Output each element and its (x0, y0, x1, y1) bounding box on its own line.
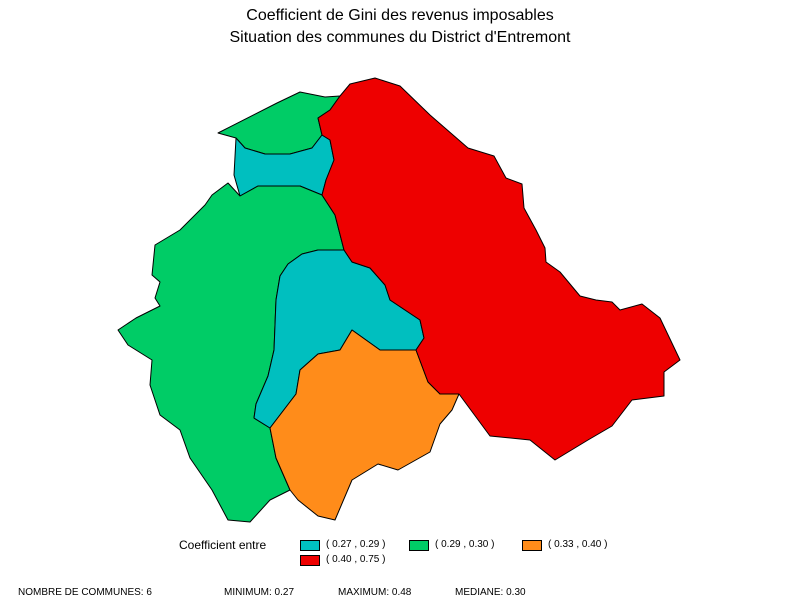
map-title: Coefficient de Gini des revenus imposabl… (246, 7, 554, 24)
legend-swatch (522, 539, 542, 551)
footer-commune-count: NOMBRE DE COMMUNES: 6 (18, 587, 152, 598)
legend-range: ( 0.27 , 0.29 ) (326, 539, 386, 550)
legend-range: ( 0.40 , 0.75 ) (326, 554, 386, 565)
footer-median: MEDIANE: 0.30 (455, 587, 526, 598)
legend-range: ( 0.29 , 0.30 ) (435, 539, 495, 550)
legend-swatch (409, 539, 429, 551)
legend-item-class-2: ( 0.29 , 0.30 ) (409, 538, 494, 552)
legend-item-class-4: ( 0.40 , 0.75 ) (300, 553, 385, 567)
commune-south (269, 329, 460, 521)
commune-east (317, 77, 681, 461)
legend-item-class-1: ( 0.27 , 0.29 ) (300, 538, 385, 552)
footer-minimum: MINIMUM: 0.27 (224, 587, 295, 598)
legend-swatch (300, 539, 320, 551)
legend-item-class-3: ( 0.33 , 0.40 ) (522, 538, 607, 552)
legend-swatch (300, 554, 320, 566)
legend-label: Coefficient entre (179, 538, 267, 552)
footer-maximum: MAXIMUM: 0.48 (338, 587, 412, 598)
map-subtitle: Situation des communes du District d'Ent… (229, 29, 571, 46)
legend-range: ( 0.33 , 0.40 ) (548, 539, 608, 550)
